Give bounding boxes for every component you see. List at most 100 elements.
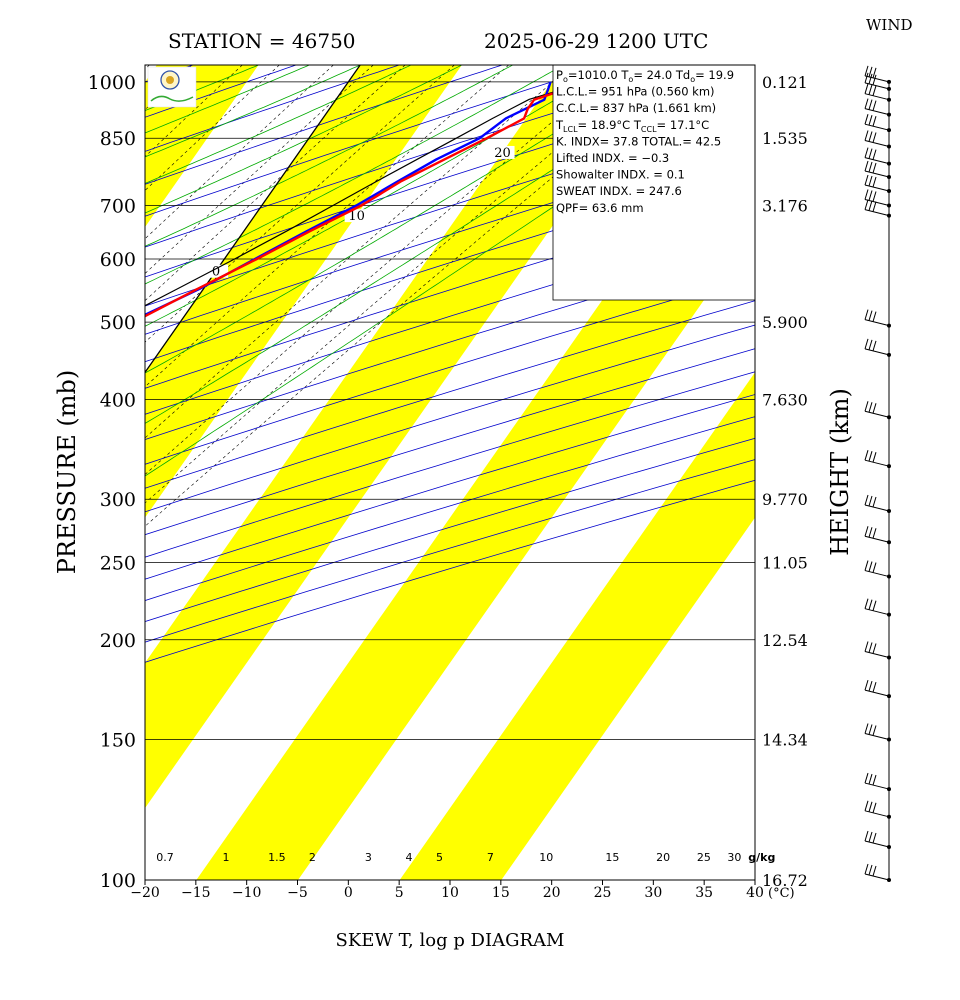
wind-barb-feather bbox=[868, 599, 873, 610]
wind-barb-feather bbox=[868, 642, 873, 653]
x-tick-label: −20 bbox=[130, 885, 160, 901]
wind-barb-shaft bbox=[864, 184, 890, 192]
wind-barb-feather bbox=[868, 66, 873, 78]
dry-adiabat bbox=[145, 459, 755, 643]
dry-adiabat bbox=[145, 479, 755, 663]
x-tick-label: 20 bbox=[543, 885, 561, 901]
mixing-ratio-label: 1.5 bbox=[268, 851, 286, 864]
indices-text-segment: L.C.L.= 951 hPa (0.560 km) bbox=[556, 85, 715, 99]
isotherm-bands bbox=[0, 65, 755, 880]
indices-text-segment: T bbox=[555, 118, 564, 132]
dry-adiabat bbox=[145, 416, 755, 601]
wind-barb-feather bbox=[872, 865, 877, 877]
isotherm-label: −10 bbox=[57, 327, 84, 342]
mixing-ratio-label: 1 bbox=[223, 851, 230, 864]
wind-barb-shaft bbox=[864, 732, 890, 740]
x-tick-label: −5 bbox=[287, 885, 308, 901]
wind-barb-shaft bbox=[864, 410, 890, 418]
dry-adiabat bbox=[145, 111, 755, 307]
wind-barb-shaft bbox=[864, 651, 890, 659]
wind-barb-shaft bbox=[864, 873, 890, 881]
wind-barb-feather bbox=[864, 723, 869, 734]
wind-barb-feather bbox=[868, 680, 873, 692]
wind-barb-feather bbox=[872, 116, 877, 127]
moist-adiabat bbox=[145, 65, 615, 327]
indices-text-segment: = 19.9 bbox=[695, 68, 734, 82]
wind-barb-feather bbox=[864, 309, 869, 320]
moist-adiabat bbox=[145, 65, 310, 134]
wind-barb-feather bbox=[868, 831, 873, 843]
moist-adiabat bbox=[145, 65, 361, 158]
wind-barb-shaft bbox=[864, 319, 890, 327]
indices-text-segment: K. INDX= 37.8 TOTAL.= 42.5 bbox=[556, 134, 721, 148]
pressure-label: 300 bbox=[100, 489, 136, 511]
wind-barb-feather bbox=[864, 863, 869, 875]
chart-title: SKEW T, log p DIAGRAM bbox=[336, 930, 565, 951]
wind-barb-feather bbox=[872, 201, 877, 212]
wind-barb-feather bbox=[868, 864, 873, 876]
dry-adiabat bbox=[145, 169, 755, 363]
height-axis: 16.72 14.34 12.54 11.05 9.770 7.630 5.900 3.176… bbox=[762, 73, 808, 890]
mixing-ratio-line bbox=[145, 65, 509, 388]
wind-barb-feather bbox=[872, 832, 877, 844]
wind-barb-shaft bbox=[864, 123, 890, 131]
indices-text-segment: o bbox=[628, 75, 633, 84]
height-label: 16.72 bbox=[762, 871, 808, 890]
wind-barb-feather bbox=[872, 176, 877, 188]
wind-barb-feather bbox=[868, 724, 873, 735]
mixing-ratio-label: 4 bbox=[406, 851, 413, 864]
pressure-label: 100 bbox=[100, 870, 136, 892]
height-label: 11.05 bbox=[762, 553, 808, 572]
mixing-ratio-label: 7 bbox=[487, 851, 494, 864]
wind-barb-shaft bbox=[864, 504, 890, 512]
station-logo bbox=[147, 66, 197, 108]
wind-barb-feather bbox=[872, 600, 877, 611]
x-tick-label: 35 bbox=[695, 885, 713, 901]
mixing-ratio-label: 15 bbox=[605, 851, 619, 864]
wind-barb-feather bbox=[864, 338, 869, 349]
pressure-axis: 100 150 200 250 300 400 500 600 700 850 1000 bbox=[88, 72, 136, 892]
isotherm-label-bg bbox=[344, 209, 369, 223]
wind-barb-feather bbox=[864, 800, 869, 811]
dry-adiabat bbox=[145, 140, 755, 335]
wind-barb-shaft bbox=[864, 93, 890, 101]
wind-barb-feather bbox=[872, 340, 877, 351]
dewpoint-trace bbox=[145, 81, 552, 317]
wind-barb-feather bbox=[864, 526, 869, 537]
wind-barb-feather bbox=[864, 560, 869, 571]
x-tick-label: −15 bbox=[181, 885, 211, 901]
wind-barb-feather bbox=[864, 494, 869, 506]
indices-text-segment: =1010.0 T bbox=[568, 68, 630, 82]
pressure-label: 500 bbox=[100, 312, 136, 334]
wind-barb-feather bbox=[872, 67, 877, 79]
wind-barb-feather bbox=[868, 402, 873, 413]
height-label: 5.900 bbox=[762, 313, 808, 332]
wind-barb-feather bbox=[868, 131, 873, 142]
indices-text-segment: Lifted INDX. = −0.3 bbox=[556, 151, 669, 165]
isotherm-band bbox=[0, 65, 55, 880]
wind-barb-feather bbox=[872, 528, 877, 539]
dry-adiabat bbox=[145, 65, 606, 217]
wind-barb-feather bbox=[868, 451, 873, 462]
indices-text-segment: LCL bbox=[563, 125, 578, 134]
moist-adiabat bbox=[145, 65, 462, 214]
wind-barb-feather bbox=[868, 148, 873, 159]
x-tick-label: 10 bbox=[441, 885, 459, 901]
wind-barb-feather bbox=[864, 65, 869, 77]
indices-text-segment: QPF= 63.6 mm bbox=[556, 201, 644, 215]
wind-barb-feather bbox=[864, 401, 869, 412]
x-tick-label: 5 bbox=[395, 885, 404, 901]
height-label: 1.535 bbox=[762, 129, 808, 148]
wind-barb-feather bbox=[868, 99, 873, 110]
moist-adiabat bbox=[145, 65, 564, 285]
x-unit-label: (°C) bbox=[768, 886, 795, 901]
pressure-axis-title: PRESSURE (mb) bbox=[53, 370, 81, 575]
wind-barb-feather bbox=[872, 496, 877, 508]
datetime-label: 2025-06-29 1200 UTC bbox=[484, 29, 708, 53]
isotherm-band bbox=[145, 65, 666, 809]
wind-barb-feather bbox=[864, 130, 869, 141]
indices-text-segment: P bbox=[556, 68, 563, 82]
indices-line: L.C.L.= 951 hPa (0.560 km) bbox=[556, 85, 715, 99]
indices-line: Lifted INDX. = −0.3 bbox=[556, 151, 669, 165]
